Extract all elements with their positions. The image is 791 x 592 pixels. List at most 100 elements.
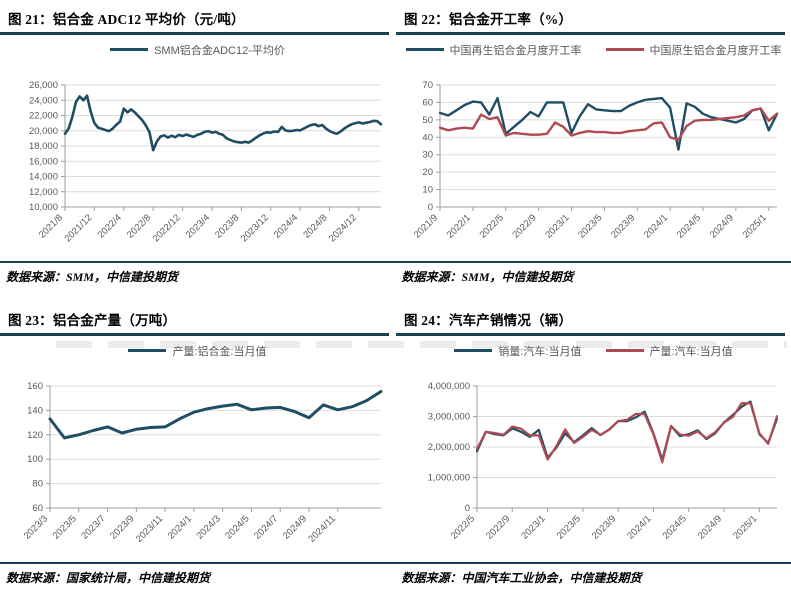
legend-line-swatch [110, 48, 149, 51]
figure-24-title-rule [396, 333, 785, 336]
svg-text:2024/7: 2024/7 [252, 513, 280, 541]
svg-text:160: 160 [27, 381, 43, 392]
legend-item: 产量:汽车:当月值 [605, 343, 733, 359]
svg-text:2024/9: 2024/9 [281, 513, 309, 541]
svg-text:80: 80 [32, 478, 43, 489]
svg-text:2022/8: 2022/8 [125, 212, 153, 240]
figure-21-chart: 26,000 24,000 22,000 20,000 18,000 16,000 14,0… [29, 80, 383, 244]
svg-text:2022/1: 2022/1 [445, 212, 473, 240]
svg-text:40: 40 [422, 132, 433, 143]
figure-21-source: 数据来源：SMM，中信建投期货 [6, 270, 179, 284]
sources-row-top: 数据来源：SMM，中信建投期货 数据来源：SMM，中信建投期货 [0, 263, 791, 289]
svg-text:2022/5: 2022/5 [449, 513, 477, 541]
figure-23-title-rule [0, 333, 389, 336]
svg-text:2023/12: 2023/12 [239, 212, 271, 244]
svg-text:2021/12: 2021/12 [62, 212, 94, 244]
legend-item: 中国原生铝合金月度开工率 [605, 42, 782, 58]
svg-text:2024/4: 2024/4 [272, 212, 300, 240]
svg-text:2023/1: 2023/1 [543, 212, 571, 240]
svg-text:2023/9: 2023/9 [609, 212, 637, 240]
svg-text:2024/12: 2024/12 [327, 212, 359, 244]
legend-item: 中国再生铝合金月度开工率 [405, 42, 582, 58]
figure-21-legend: SMM铝合金ADC12-平均价 [0, 39, 395, 61]
legend-line-swatch [405, 48, 444, 51]
svg-text:18,000: 18,000 [29, 141, 58, 152]
legend-item: 销量:汽车:当月值 [454, 343, 582, 359]
svg-text:26,000: 26,000 [29, 80, 58, 91]
svg-text:2023/11: 2023/11 [134, 513, 166, 545]
figure-24-title: 图 24：汽车产销情况（辆） [404, 313, 573, 328]
svg-text:70: 70 [422, 80, 433, 91]
svg-text:120: 120 [27, 429, 43, 440]
figure-24-chart: 4,000,0003,000,0002,000,0001,000,0000202… [428, 381, 779, 541]
svg-text:20,000: 20,000 [29, 125, 58, 136]
svg-text:2024/1: 2024/1 [625, 513, 653, 541]
svg-text:2024/5: 2024/5 [661, 513, 689, 541]
svg-text:4,000,000: 4,000,000 [428, 381, 470, 392]
svg-text:12,000: 12,000 [29, 186, 58, 197]
legend-item: 产量:铝合金:当月值 [128, 343, 267, 359]
svg-text:2022/5: 2022/5 [478, 212, 506, 240]
legend-label: 销量:汽车:当月值 [498, 345, 582, 358]
svg-text:2024/11: 2024/11 [306, 513, 338, 545]
separator-rule-bottom [0, 561, 791, 564]
svg-text:60: 60 [32, 503, 43, 514]
svg-text:2025/1: 2025/1 [741, 212, 769, 240]
svg-text:50: 50 [422, 114, 433, 125]
svg-text:2024/3: 2024/3 [194, 513, 222, 541]
svg-text:140: 140 [27, 405, 43, 416]
figure-22-title: 图 22：铝合金开工率（%） [404, 12, 573, 27]
svg-text:2024/8: 2024/8 [301, 212, 329, 240]
figure-24: 图 24：汽车产销情况（辆） 销量:汽车:当月值 产量:汽车:当月值 4,000,… [396, 301, 791, 562]
svg-text:2023/5: 2023/5 [555, 513, 583, 541]
svg-text:2023/3: 2023/3 [22, 513, 50, 541]
figure-23-title: 图 23：铝合金产量（万吨） [8, 313, 177, 328]
figure-22-legend: 中国再生铝合金月度开工率 中国原生铝合金月度开工率 [396, 39, 791, 61]
legend-label: 中国再生铝合金月度开工率 [449, 44, 582, 57]
legend-line-swatch [605, 48, 644, 51]
svg-text:2024/9: 2024/9 [696, 513, 724, 541]
charts-row-top: 图 21：铝合金 ADC12 平均价（元/吨） SMM铝合金ADC12-平均价 … [0, 0, 791, 261]
svg-text:2023/9: 2023/9 [108, 513, 136, 541]
charts-row-bottom: 图 23：铝合金产量（万吨） 产量:铝合金:当月值 160 140 120 100 80… [0, 301, 791, 562]
figure-24-source: 数据来源：中国汽车工业协会，中信建投期货 [401, 571, 642, 585]
svg-text:3,000,000: 3,000,000 [428, 411, 470, 422]
figure-23-source: 数据来源：国家统计局，中信建投期货 [6, 571, 211, 585]
svg-text:10,000: 10,000 [29, 202, 58, 213]
legend-label: 产量:铝合金:当月值 [172, 345, 267, 358]
legend-label: 产量:汽车:当月值 [649, 345, 733, 358]
svg-text:0: 0 [465, 503, 470, 514]
svg-text:2025/1: 2025/1 [731, 513, 759, 541]
svg-text:100: 100 [27, 454, 43, 465]
figure-23-legend: 产量:铝合金:当月值 [0, 340, 395, 362]
legend-line-swatch [128, 349, 167, 352]
svg-text:2,000,000: 2,000,000 [428, 442, 470, 453]
figure-23: 图 23：铝合金产量（万吨） 产量:铝合金:当月值 160 140 120 100 80… [0, 301, 395, 562]
svg-text:2023/1: 2023/1 [519, 513, 547, 541]
legend-item: SMM铝合金ADC12-平均价 [110, 42, 285, 58]
svg-text:2023/8: 2023/8 [213, 212, 241, 240]
svg-text:2021/8: 2021/8 [37, 212, 65, 240]
svg-text:10: 10 [422, 184, 433, 195]
svg-text:30: 30 [422, 149, 433, 160]
separator-rule-top [0, 260, 791, 263]
svg-text:60: 60 [422, 97, 433, 108]
svg-text:2022/9: 2022/9 [484, 513, 512, 541]
figure-21-title-rule [0, 32, 389, 35]
svg-text:1,000,000: 1,000,000 [428, 472, 470, 483]
svg-text:2021/9: 2021/9 [412, 212, 440, 240]
svg-text:2024/5: 2024/5 [675, 212, 703, 240]
svg-text:2022/12: 2022/12 [151, 212, 183, 244]
svg-text:2023/7: 2023/7 [79, 513, 107, 541]
figure-24-legend: 销量:汽车:当月值 产量:汽车:当月值 [396, 340, 791, 362]
svg-text:2023/9: 2023/9 [590, 513, 618, 541]
svg-text:2022/9: 2022/9 [510, 212, 538, 240]
sources-row-bottom: 数据来源：国家统计局，中信建投期货 数据来源：中国汽车工业协会，中信建投期货 [0, 564, 791, 590]
figure-22-source: 数据来源：SMM，中信建投期货 [401, 270, 574, 284]
svg-text:24,000: 24,000 [29, 95, 58, 106]
figure-21-title: 图 21：铝合金 ADC12 平均价（元/吨） [8, 12, 245, 27]
figure-21: 图 21：铝合金 ADC12 平均价（元/吨） SMM铝合金ADC12-平均价 … [0, 0, 395, 261]
svg-text:16,000: 16,000 [29, 156, 58, 167]
